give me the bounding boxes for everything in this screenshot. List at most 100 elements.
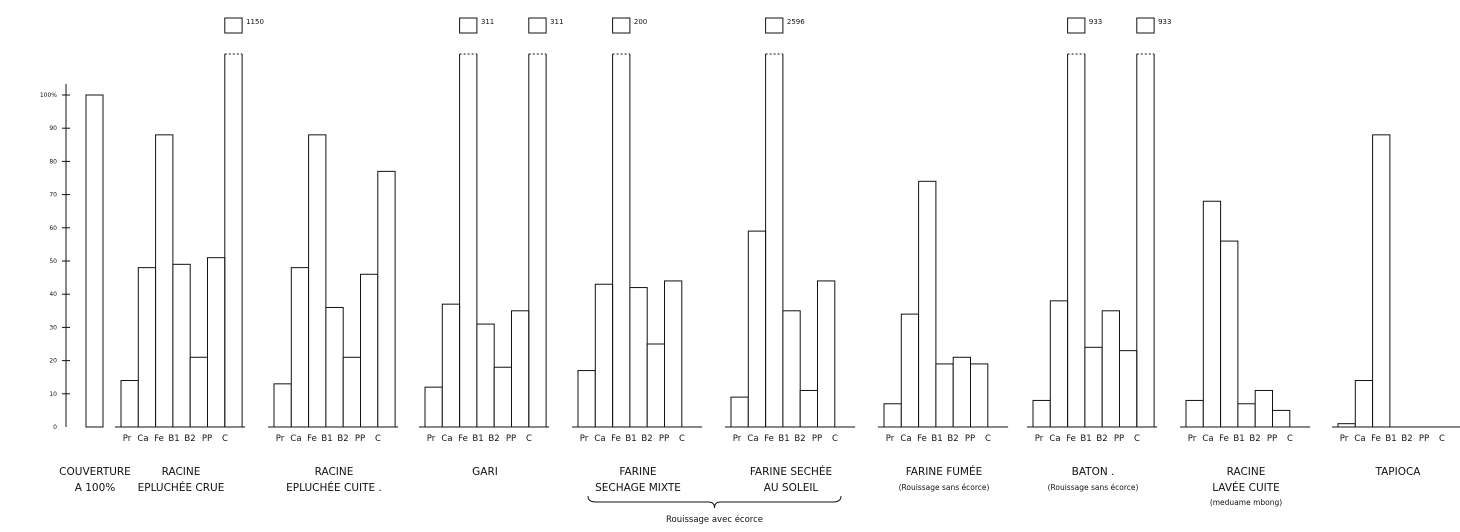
bar (782, 310, 801, 428)
overflow-box (528, 17, 547, 34)
bar (1101, 310, 1120, 428)
category-label: C (1134, 434, 1140, 444)
category-label: C (832, 434, 838, 444)
category-label: PP (1114, 434, 1124, 444)
bar (342, 356, 362, 428)
bar (1032, 399, 1051, 428)
category-label: C (526, 434, 532, 444)
bar (290, 267, 310, 428)
bar (935, 363, 954, 428)
category-label: Fe (1219, 434, 1229, 444)
bar (1049, 300, 1069, 428)
reference-label: A 100% (75, 482, 116, 494)
category-label: B1 (1233, 434, 1244, 444)
y-tick-label: 50 (49, 258, 57, 265)
group-label: AU SOLEIL (764, 482, 819, 494)
bar (224, 54, 243, 427)
bar (1067, 54, 1086, 427)
bar (424, 386, 443, 428)
bar (360, 273, 379, 428)
annotation-brace (587, 495, 842, 509)
bar (883, 403, 902, 428)
category-label: Pr (123, 434, 132, 444)
category-label: Pr (733, 434, 742, 444)
bar (594, 283, 614, 428)
group-label: TAPIOCA (1375, 466, 1422, 478)
group-label: FARINE SECHÉE (750, 465, 832, 478)
category-label: Ca (900, 434, 911, 444)
bar (1136, 54, 1155, 427)
bar (1354, 380, 1374, 428)
overflow-box (459, 17, 478, 34)
bar (377, 170, 396, 428)
bar (528, 54, 547, 427)
category-label: B2 (184, 434, 195, 444)
overflow-value-label: 200 (634, 18, 647, 26)
bar (1337, 423, 1356, 428)
reference-label: COUVERTURE (59, 466, 131, 478)
category-label: Ca (747, 434, 758, 444)
bar (441, 303, 461, 428)
category-label: Ca (1202, 434, 1213, 444)
bar (1272, 409, 1291, 428)
overflow-value-label: 311 (481, 18, 494, 26)
overflow-box (612, 17, 631, 34)
bar (493, 366, 513, 428)
bar (1254, 389, 1273, 428)
category-label: C (985, 434, 991, 444)
bar (765, 54, 784, 427)
y-tick-label: 90 (49, 125, 57, 132)
bar (476, 323, 495, 428)
y-tick-label: 70 (49, 192, 57, 199)
category-label: Fe (154, 434, 164, 444)
y-tick-label: 60 (49, 225, 57, 232)
category-label: C (679, 434, 685, 444)
bar (511, 310, 530, 428)
category-label: PP (1419, 434, 1429, 444)
bar (1220, 240, 1239, 428)
group-label: (Rouissage sans écorce) (1048, 483, 1139, 492)
group-label: FARINE (619, 466, 656, 478)
bar (970, 363, 989, 428)
bar (664, 280, 683, 428)
group-label: SECHAGE MIXTE (595, 482, 681, 494)
category-label: Ca (441, 434, 452, 444)
bar (952, 356, 972, 428)
bar (189, 356, 208, 428)
bar (918, 180, 937, 428)
category-label: PP (812, 434, 822, 444)
category-label: Ca (137, 434, 148, 444)
y-tick-label: 100% (40, 92, 57, 99)
category-label: B2 (488, 434, 499, 444)
category-label: PP (659, 434, 669, 444)
category-label: Fe (307, 434, 317, 444)
overflow-box (1136, 17, 1155, 34)
annotation-label: Rouissage avec écorce (666, 514, 763, 525)
category-label: B1 (778, 434, 789, 444)
category-label: Pr (276, 434, 285, 444)
overflow-value-label: 1150 (246, 18, 264, 26)
category-label: Ca (594, 434, 605, 444)
bar (817, 280, 836, 428)
bar (137, 267, 157, 428)
overflow-value-label: 2596 (787, 18, 805, 26)
overflow-value-label: 311 (550, 18, 563, 26)
bar (1185, 399, 1204, 428)
category-label: PP (1267, 434, 1277, 444)
bar (1237, 403, 1256, 428)
y-tick-label: 80 (49, 158, 57, 165)
bar (646, 343, 666, 428)
category-label: B2 (794, 434, 805, 444)
bar (1372, 134, 1391, 428)
category-label: B1 (168, 434, 179, 444)
bar (799, 389, 819, 428)
category-label: Pr (1188, 434, 1197, 444)
category-label: Pr (580, 434, 589, 444)
bar (1084, 346, 1103, 428)
category-label: Pr (1035, 434, 1044, 444)
category-label: Pr (1340, 434, 1349, 444)
overflow-box (765, 17, 784, 34)
bar (325, 306, 344, 428)
group-label: (meduame mbong) (1210, 498, 1282, 507)
